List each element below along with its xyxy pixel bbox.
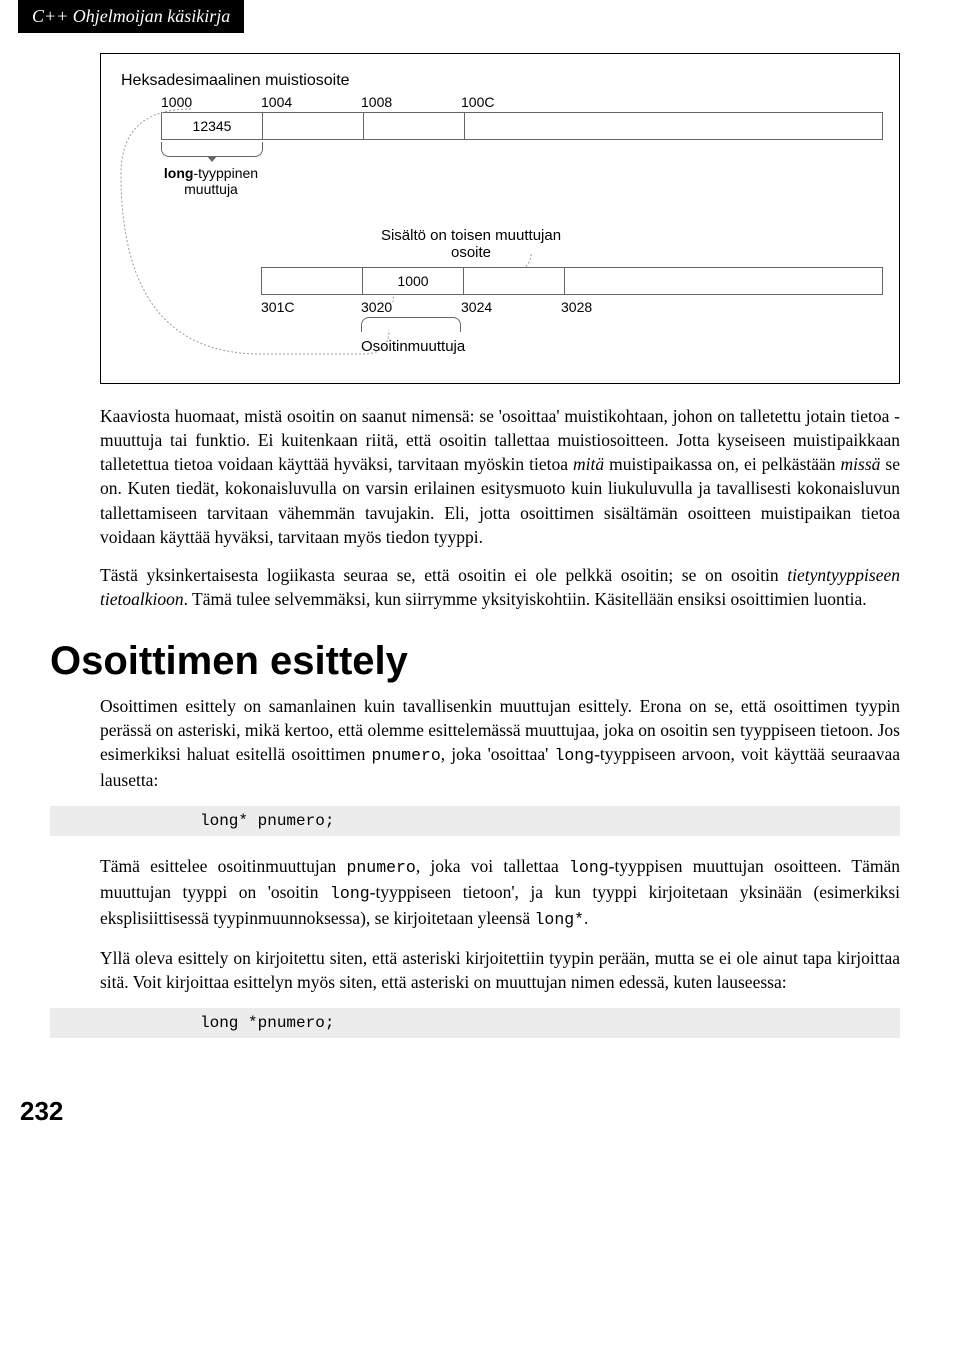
- code-block-2: long *pnumero;: [50, 1008, 900, 1038]
- paragraph-1: Kaaviosta huomaat, mistä osoitin on saan…: [100, 404, 900, 549]
- addr-cell: 3020: [361, 299, 461, 315]
- bottom-address-row: 301C 3020 3024 3028: [261, 299, 879, 315]
- p1-em1: mitä: [573, 454, 604, 474]
- mem-cell-value: 1000: [363, 268, 464, 294]
- inline-code: long: [330, 884, 370, 903]
- inline-code: long: [554, 746, 594, 765]
- page-content: Heksadesimaalinen muistiosoite 1000 1004…: [0, 33, 960, 1066]
- paragraph-4: Tämä esittelee osoitinmuuttujan pnumero,…: [100, 854, 900, 931]
- bottom-memory-row: 1000: [261, 267, 883, 295]
- paragraph-2: Tästä yksinkertaisesta logiikasta seuraa…: [100, 563, 900, 611]
- diagram-title: Heksadesimaalinen muistiosoite: [121, 72, 879, 90]
- mem-cell: [565, 268, 882, 294]
- p1-text-mid: muistipaikassa on, ei pelkästään: [604, 454, 840, 474]
- mem-cell: [464, 268, 565, 294]
- header-title: C++ Ohjelmoijan käsikirja: [18, 0, 244, 33]
- addr-cell: 1000: [161, 94, 261, 110]
- long-var-label: long-tyyppinenmuuttuja: [161, 165, 261, 197]
- paragraph-5: Yllä oleva esittely on kirjoitettu siten…: [100, 946, 900, 994]
- mem-cell: [364, 113, 465, 139]
- inline-code: long: [569, 858, 609, 877]
- addr-cell: 301C: [261, 299, 361, 315]
- addr-cell: 3024: [461, 299, 561, 315]
- page-number: 232: [20, 1096, 960, 1127]
- memory-diagram: Heksadesimaalinen muistiosoite 1000 1004…: [100, 53, 900, 384]
- section-heading: Osoittimen esittely: [50, 639, 900, 684]
- addr-cell: 1008: [361, 94, 461, 110]
- mem-cell: [465, 113, 882, 139]
- paragraph-3: Osoittimen esittely on samanlainen kuin …: [100, 694, 900, 792]
- mem-cell: [263, 113, 364, 139]
- inline-code: long*: [535, 910, 585, 929]
- p4-a: Tämä esittelee osoitinmuuttujan: [100, 856, 347, 876]
- code-line: long *pnumero;: [200, 1014, 900, 1032]
- mid-label: Sisältö on toisen muuttujanosoite: [321, 227, 621, 261]
- p4-b: , joka voi tallettaa: [416, 856, 569, 876]
- inline-code: pnumero: [371, 746, 440, 765]
- p2-b: . Tämä tulee selvemmäksi, kun siirrymme …: [184, 589, 867, 609]
- brace-bottom: [361, 317, 461, 332]
- addr-cell: 100C: [461, 94, 561, 110]
- addr-cell: 3028: [561, 299, 661, 315]
- ptr-var-label: Osoitinmuuttuja: [361, 338, 461, 355]
- top-memory-row: 12345: [161, 112, 883, 140]
- p1-em2: missä: [841, 454, 881, 474]
- mem-cell-value: 12345: [162, 113, 263, 139]
- p3-b: , joka 'osoittaa': [441, 744, 555, 764]
- inline-code: pnumero: [347, 858, 416, 877]
- p4-e: .: [584, 908, 588, 928]
- addr-cell: 1004: [261, 94, 361, 110]
- brace-bottom-wrap: Osoitinmuuttuja: [361, 317, 461, 355]
- brace-top: [161, 142, 263, 157]
- mem-cell: [262, 268, 363, 294]
- long-rest: -tyyppinenmuuttuja: [184, 165, 258, 197]
- p2-a: Tästä yksinkertaisesta logiikasta seuraa…: [100, 565, 787, 585]
- code-line: long* pnumero;: [200, 812, 900, 830]
- code-block-1: long* pnumero;: [50, 806, 900, 836]
- top-address-row: 1000 1004 1008 100C: [161, 94, 879, 110]
- long-bold: long: [164, 165, 194, 181]
